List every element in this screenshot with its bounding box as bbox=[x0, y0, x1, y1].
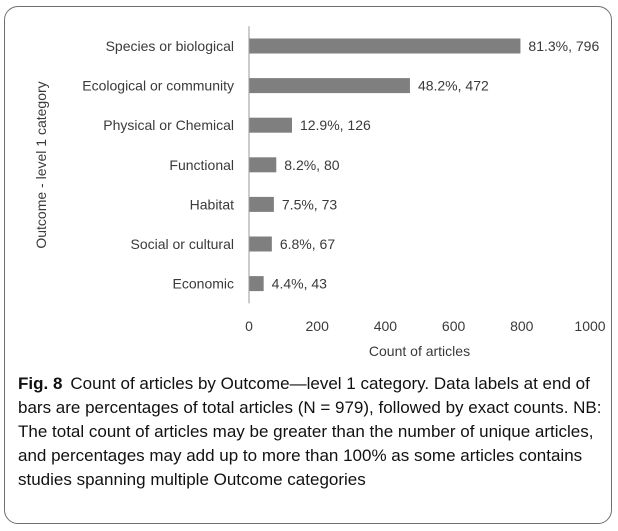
category-label-1: Ecological or community bbox=[82, 78, 234, 94]
bar-5 bbox=[249, 236, 272, 252]
bar-2 bbox=[249, 117, 292, 133]
bar-6 bbox=[249, 276, 264, 292]
category-label-0: Species or biological bbox=[106, 38, 234, 54]
data-label-0: 81.3%, 796 bbox=[528, 38, 599, 54]
bar-3 bbox=[249, 157, 277, 173]
x-tick-5: 1000 bbox=[574, 318, 605, 334]
y-axis-title: Outcome - level 1 category bbox=[33, 81, 49, 248]
bar-chart: Species or biological Ecological or commu… bbox=[33, 26, 606, 359]
data-label-6: 4.4%, 43 bbox=[272, 276, 327, 292]
x-tick-3: 600 bbox=[442, 318, 466, 334]
data-label-3: 8.2%, 80 bbox=[284, 157, 339, 173]
category-labels: Species or biological Ecological or commu… bbox=[82, 38, 234, 292]
x-tick-2: 400 bbox=[374, 318, 398, 334]
caption-text: Count of articles by Outcome—level 1 cat… bbox=[18, 374, 602, 489]
category-label-6: Economic bbox=[173, 276, 234, 292]
data-label-4: 7.5%, 73 bbox=[282, 196, 337, 212]
category-label-3: Functional bbox=[169, 157, 234, 173]
category-label-2: Physical or Chemical bbox=[103, 117, 234, 133]
data-label-5: 6.8%, 67 bbox=[280, 236, 335, 252]
bar-0 bbox=[249, 38, 521, 54]
data-label-2: 12.9%, 126 bbox=[300, 117, 371, 133]
bars-group bbox=[249, 38, 521, 292]
data-label-1: 48.2%, 472 bbox=[418, 78, 489, 94]
data-labels: 81.3%, 796 48.2%, 472 12.9%, 126 8.2%, 80 7.… bbox=[272, 38, 600, 292]
bar-4 bbox=[249, 196, 274, 212]
figure-caption: Fig. 8 Count of articles by Outcome—level… bbox=[18, 372, 602, 492]
category-label-4: Habitat bbox=[190, 196, 234, 212]
x-tick-4: 800 bbox=[510, 318, 534, 334]
category-label-5: Social or cultural bbox=[131, 236, 235, 252]
x-tick-1: 200 bbox=[306, 318, 330, 334]
figure-label: Fig. 8 bbox=[18, 374, 63, 393]
x-tick-labels: 0 200 400 600 800 1000 bbox=[245, 318, 606, 334]
bar-1 bbox=[249, 78, 410, 94]
x-tick-0: 0 bbox=[245, 318, 253, 334]
x-axis-title: Count of articles bbox=[369, 343, 470, 359]
